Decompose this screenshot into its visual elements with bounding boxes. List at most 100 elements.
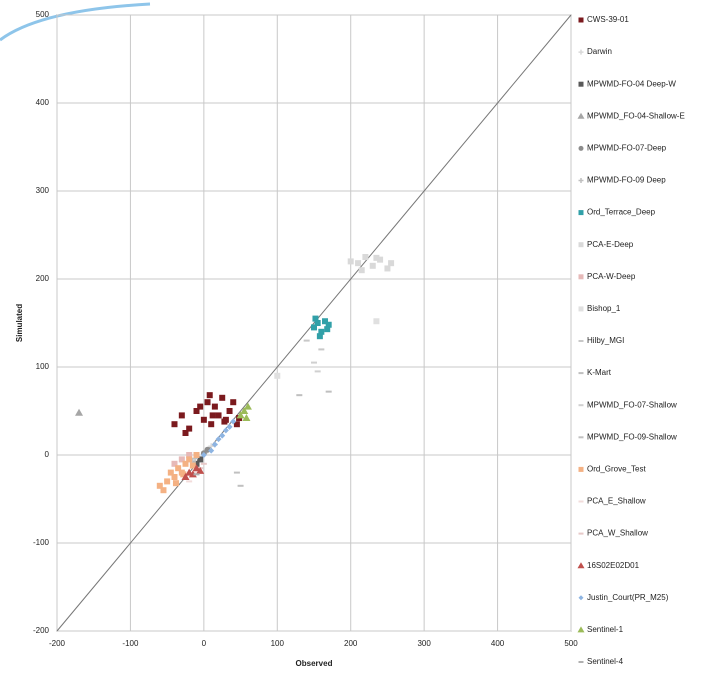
legend-label: 16S02E02D01 (587, 561, 640, 570)
legend-marker (578, 404, 584, 407)
point (219, 394, 226, 401)
point (208, 421, 215, 428)
point (377, 256, 384, 263)
legend-label: Darwin (587, 47, 612, 56)
y-tick-label: 400 (36, 98, 50, 107)
y-tick-label: 100 (36, 362, 50, 371)
point (318, 328, 325, 335)
point (237, 484, 244, 487)
point (181, 473, 190, 480)
point (172, 480, 179, 487)
point (171, 460, 178, 467)
legend-label: MPWMD_FO-04-Shallow-E (587, 111, 685, 120)
point (242, 414, 251, 422)
point (211, 441, 218, 448)
point (186, 452, 193, 458)
point (167, 469, 174, 476)
decoration (0, 2, 151, 42)
point (208, 447, 215, 454)
x-tick-label: 200 (344, 639, 358, 648)
point (193, 473, 200, 476)
legend-label: PCA_W_Shallow (587, 529, 648, 538)
point (200, 416, 207, 423)
legend-marker (578, 466, 584, 472)
point (189, 462, 196, 469)
legend-label: MPWMD-FO-04 Deep-W (587, 79, 676, 88)
point (355, 260, 362, 267)
legend-marker (578, 49, 584, 55)
legend-label: Justin_Court(PR_M25) (587, 593, 669, 602)
one-to-one-line (56, 14, 572, 632)
point (200, 452, 207, 458)
point (160, 487, 167, 494)
legend-marker (578, 340, 584, 342)
point (193, 460, 200, 467)
x-tick-label: -100 (122, 639, 139, 648)
point (303, 339, 310, 342)
y-tick-label: -200 (33, 626, 50, 635)
point (347, 258, 354, 265)
point (75, 408, 84, 416)
legend-marker (578, 17, 584, 23)
x-tick-label: 400 (491, 639, 505, 648)
point (314, 370, 321, 373)
legend-label: Ord_Terrace_Deep (587, 208, 656, 217)
x-tick-label: 0 (202, 639, 207, 648)
point (318, 348, 325, 351)
point (193, 408, 200, 414)
y-axis-label: Simulated (15, 304, 24, 342)
point (274, 372, 281, 379)
legend-label: Sentinel-4 (587, 657, 624, 666)
legend-label: K-Mart (587, 368, 612, 377)
legend-label: MPWMD_FO-09-Shallow (587, 432, 677, 441)
legend-marker (578, 145, 584, 151)
legend-label: Hilby_MGI (587, 336, 624, 345)
point (188, 470, 197, 478)
legend-marker (578, 306, 584, 312)
legend-label: MPWMD_FO-07-Shallow (587, 400, 677, 409)
legend-label: PCA_E_Shallow (587, 497, 646, 506)
legend-marker (577, 626, 585, 633)
point (233, 471, 240, 474)
point (373, 318, 380, 325)
x-tick-label: 100 (271, 639, 285, 648)
point (200, 462, 207, 465)
point (311, 324, 317, 331)
point (197, 456, 204, 463)
point (233, 421, 240, 428)
point (196, 466, 205, 474)
point (215, 436, 222, 443)
point (178, 456, 185, 463)
point (211, 403, 218, 410)
legend-label: PCA-W-Deep (587, 272, 636, 281)
point (186, 480, 193, 483)
legend-marker (578, 242, 584, 248)
x-tick-label: 500 (564, 639, 578, 648)
legend-marker (577, 112, 585, 119)
legend-marker (577, 562, 585, 569)
point (222, 427, 229, 434)
point (193, 471, 200, 474)
x-tick-label: 300 (417, 639, 431, 648)
point (182, 460, 189, 467)
point (384, 265, 391, 272)
point (325, 321, 332, 328)
x-tick-label: -200 (49, 639, 66, 648)
point (296, 394, 303, 397)
point (311, 361, 317, 364)
point (182, 430, 189, 436)
point (243, 402, 252, 410)
legend-marker (578, 500, 584, 503)
legend-marker (578, 661, 584, 663)
legend-marker (578, 372, 584, 375)
point (204, 399, 211, 406)
legend-label: MPWMD-FO-09 Deep (587, 176, 666, 185)
point (156, 482, 163, 489)
point (324, 326, 331, 333)
point (230, 418, 237, 425)
legend-marker (578, 595, 584, 601)
point (388, 260, 395, 267)
point (219, 432, 226, 439)
point (209, 412, 216, 419)
